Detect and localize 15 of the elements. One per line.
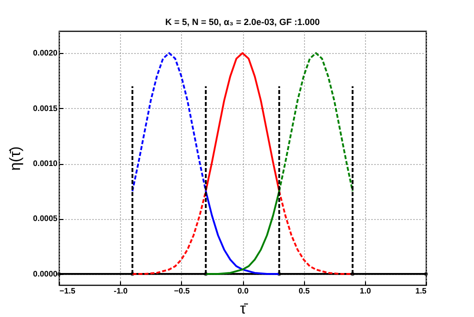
y-tick-label: 0.0020 bbox=[33, 48, 58, 58]
x-tick-label: 0.0 bbox=[237, 286, 250, 296]
x-tick-label: −1.5 bbox=[60, 286, 76, 296]
x-tick-label: −0.5 bbox=[174, 286, 190, 296]
x-axis-title: τ̄ bbox=[240, 300, 248, 317]
x-tick-label: -1.0 bbox=[114, 286, 128, 296]
y-tick-label: 0.0005 bbox=[33, 214, 58, 224]
y-tick-label: 0.0010 bbox=[33, 159, 58, 168]
chart-title: K = 5, N = 50, α₃ = 2.0e-03, GF :1.000 bbox=[165, 17, 320, 27]
x-tick-label: 1.5 bbox=[415, 286, 428, 296]
y-axis-title: η(τ̄) bbox=[7, 146, 24, 171]
y-tick-label: 0.0000 bbox=[33, 269, 58, 278]
y-tick-label: 0.0015 bbox=[33, 104, 58, 113]
x-tick-label: 0.5 bbox=[298, 286, 310, 296]
x-tick-label: 1.0 bbox=[360, 286, 372, 296]
